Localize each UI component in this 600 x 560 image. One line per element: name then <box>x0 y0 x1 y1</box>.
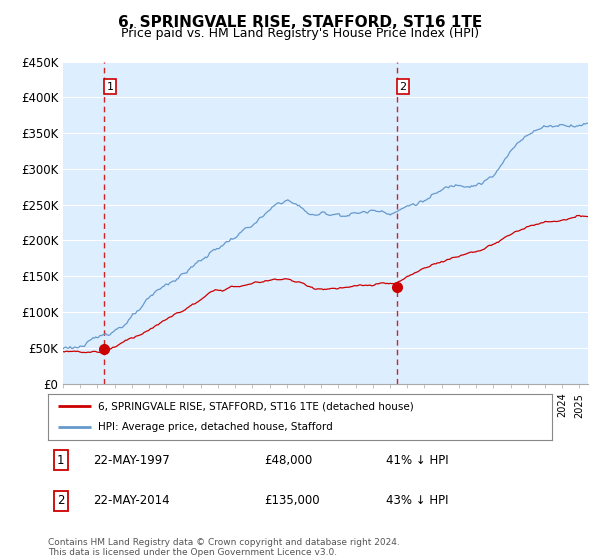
Text: Price paid vs. HM Land Registry's House Price Index (HPI): Price paid vs. HM Land Registry's House … <box>121 27 479 40</box>
Text: Contains HM Land Registry data © Crown copyright and database right 2024.
This d: Contains HM Land Registry data © Crown c… <box>48 538 400 557</box>
Text: 22-MAY-1997: 22-MAY-1997 <box>94 454 170 467</box>
Text: 1: 1 <box>107 82 114 92</box>
Text: 6, SPRINGVALE RISE, STAFFORD, ST16 1TE (detached house): 6, SPRINGVALE RISE, STAFFORD, ST16 1TE (… <box>98 401 414 411</box>
Text: £135,000: £135,000 <box>265 494 320 507</box>
Text: 1: 1 <box>57 454 64 467</box>
Text: 2: 2 <box>400 82 406 92</box>
Text: 2: 2 <box>57 494 64 507</box>
Text: 43% ↓ HPI: 43% ↓ HPI <box>386 494 448 507</box>
Text: £48,000: £48,000 <box>265 454 313 467</box>
Text: 6, SPRINGVALE RISE, STAFFORD, ST16 1TE: 6, SPRINGVALE RISE, STAFFORD, ST16 1TE <box>118 15 482 30</box>
Text: 41% ↓ HPI: 41% ↓ HPI <box>386 454 448 467</box>
Text: HPI: Average price, detached house, Stafford: HPI: Average price, detached house, Staf… <box>98 422 333 432</box>
Text: 22-MAY-2014: 22-MAY-2014 <box>94 494 170 507</box>
